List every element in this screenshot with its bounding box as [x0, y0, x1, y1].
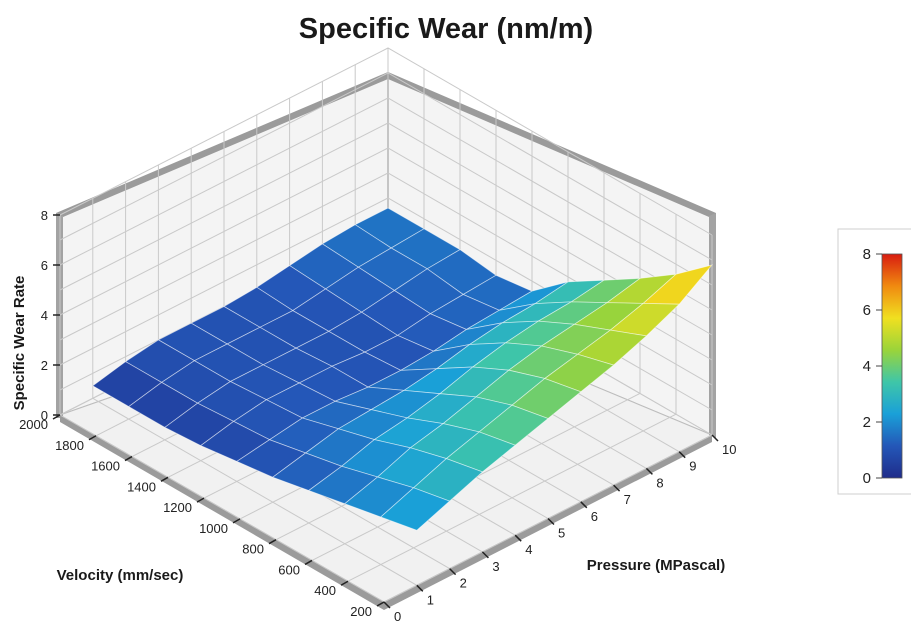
pressure-tick-mark	[580, 501, 588, 509]
velocity-tick-label: 600	[278, 562, 300, 577]
colorbar-tick-label: 0	[863, 470, 871, 487]
velocity-tick-mark	[376, 601, 385, 607]
velocity-tick-mark	[304, 559, 313, 566]
pressure-tick-mark	[711, 434, 719, 442]
chart-title: Specific Wear (nm/m)	[299, 13, 593, 45]
height-grid-line	[59, 72, 713, 261]
wall-top-rim-left	[56, 72, 388, 220]
wear-surface	[92, 207, 714, 531]
velocity-tick-mark	[232, 518, 241, 524]
z-tick-label: 2	[41, 358, 48, 373]
pressure-tick-mark	[449, 568, 457, 576]
x-axis-label: Velocity (mm/sec)	[57, 567, 184, 584]
z-tick-label: 8	[41, 208, 48, 223]
floor-front-rim-right	[384, 435, 712, 610]
floor-grid-line	[347, 413, 677, 582]
colorbar-tick-label: 4	[863, 358, 871, 375]
pressure-tick-mark	[613, 484, 621, 492]
height-grid-line	[59, 47, 713, 236]
surface-cell	[380, 487, 451, 531]
pressure-tick-mark	[514, 534, 522, 542]
velocity-tick-label: 1600	[91, 459, 120, 474]
pressure-tick-label: 9	[689, 459, 696, 474]
pressure-tick-label: 7	[624, 492, 631, 507]
pressure-tick-label: 0	[394, 609, 401, 624]
colorbar-tick-label: 8	[863, 246, 871, 263]
velocity-tick-label: 400	[314, 583, 336, 598]
colorbar-tick-label: 6	[863, 302, 871, 319]
height-grid-line	[59, 147, 713, 336]
floor-grid-line	[92, 397, 418, 586]
pressure-tick-mark	[547, 517, 555, 526]
pressure-tick-label: 5	[558, 526, 565, 541]
pressure-tick-mark	[383, 601, 391, 609]
velocity-tick-label: 800	[242, 542, 264, 557]
floor-grid-line	[59, 414, 385, 603]
pressure-tick-mark	[678, 451, 686, 459]
height-grid-line	[59, 97, 713, 286]
velocity-tick-mark	[196, 497, 205, 503]
height-grid-line	[59, 122, 713, 311]
pressure-tick-label: 4	[525, 542, 532, 557]
velocity-tick-label: 1000	[199, 521, 228, 536]
velocity-tick-mark	[88, 435, 97, 441]
pressure-tick-mark	[416, 584, 424, 592]
colorbar-tick-label: 2	[863, 414, 871, 431]
pressure-tick-label: 6	[591, 509, 598, 524]
y-axis-label: Pressure (MPascal)	[587, 557, 725, 574]
z-tick-label: 0	[41, 408, 48, 423]
velocity-tick-label: 1800	[55, 438, 84, 453]
colorbar: 0 2 4 6 8	[837, 228, 911, 495]
pressure-tick-label: 3	[492, 559, 499, 574]
velocity-tick-label: 1200	[163, 500, 192, 515]
pressure-tick-label: 1	[427, 592, 434, 607]
velocity-tick-label: 2000	[19, 417, 48, 432]
pressure-tick-mark	[645, 467, 653, 475]
velocity-tick-label: 1400	[127, 479, 156, 494]
velocity-tick-mark	[340, 580, 349, 586]
pressure-tick-label: 10	[722, 442, 736, 457]
pressure-tick-mark	[481, 551, 489, 559]
pressure-tick-label: 2	[460, 576, 467, 591]
colorbar-gradient	[881, 253, 903, 479]
velocity-tick-label: 200	[350, 604, 372, 619]
wall-top-rim-right	[388, 72, 716, 220]
z-axis-label: Specific Wear Rate	[11, 276, 28, 411]
velocity-tick-mark	[268, 539, 277, 545]
z-tick-label: 4	[41, 308, 48, 323]
z-tick-label: 6	[41, 258, 48, 273]
velocity-tick-mark	[160, 476, 169, 482]
floor-front-rim-left	[60, 415, 384, 610]
velocity-tick-mark	[124, 455, 133, 462]
pressure-tick-label: 8	[656, 475, 663, 490]
